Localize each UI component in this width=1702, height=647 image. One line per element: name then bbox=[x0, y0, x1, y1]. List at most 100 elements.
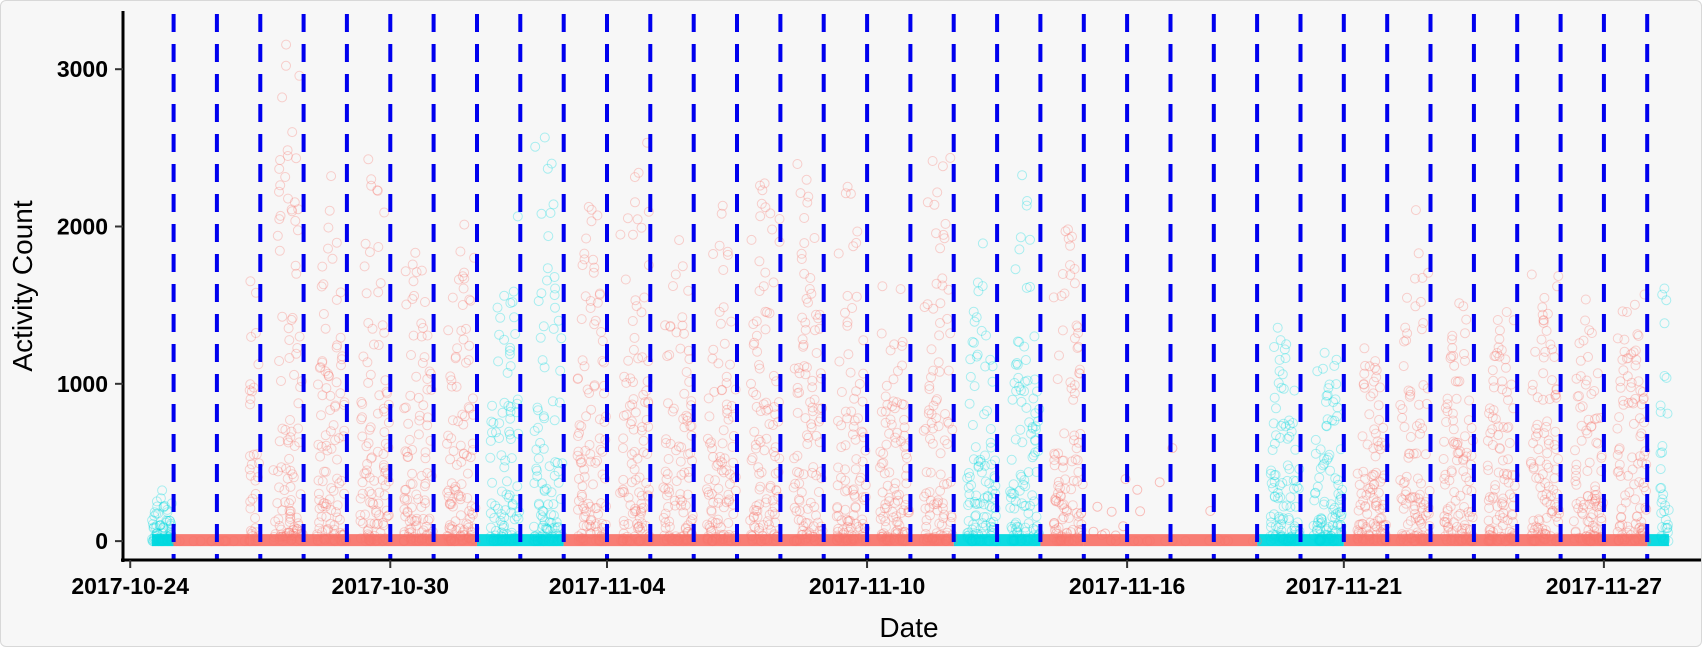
data-point bbox=[1268, 529, 1278, 540]
data-point bbox=[760, 202, 771, 213]
data-point bbox=[1484, 403, 1495, 414]
data-point bbox=[1376, 513, 1387, 524]
data-point bbox=[572, 450, 583, 461]
data-point bbox=[535, 536, 546, 547]
data-point bbox=[446, 375, 457, 386]
data-point bbox=[842, 514, 852, 525]
data-point bbox=[1576, 420, 1587, 431]
data-point bbox=[1330, 473, 1341, 484]
data-point bbox=[1067, 535, 1078, 546]
data-point bbox=[574, 473, 584, 484]
data-point bbox=[1442, 406, 1453, 417]
data-point bbox=[1504, 489, 1515, 500]
data-point bbox=[878, 457, 889, 468]
data-point bbox=[1053, 476, 1064, 487]
data-point bbox=[400, 484, 411, 495]
data-point bbox=[358, 518, 368, 529]
data-point bbox=[287, 312, 298, 323]
data-point bbox=[1009, 489, 1020, 500]
data-point bbox=[332, 500, 343, 511]
data-point bbox=[1588, 530, 1599, 541]
data-point bbox=[1285, 532, 1296, 543]
data-point bbox=[321, 511, 332, 522]
data-point bbox=[754, 468, 765, 479]
data-point bbox=[151, 531, 162, 542]
data-point bbox=[377, 474, 388, 485]
data-point bbox=[1060, 483, 1071, 494]
data-point bbox=[326, 535, 336, 546]
data-point bbox=[591, 535, 601, 546]
data-point bbox=[507, 535, 517, 546]
data-point bbox=[284, 498, 295, 509]
data-point bbox=[458, 419, 469, 430]
data-point bbox=[921, 467, 932, 478]
data-point bbox=[400, 266, 411, 277]
data-point bbox=[1634, 477, 1645, 488]
data-point bbox=[713, 497, 724, 508]
data-point bbox=[931, 535, 942, 546]
data-point bbox=[246, 331, 257, 342]
data-point bbox=[1461, 314, 1472, 325]
data-point bbox=[938, 531, 948, 542]
data-point bbox=[968, 306, 979, 317]
data-point bbox=[1374, 513, 1385, 524]
data-point bbox=[529, 536, 540, 547]
data-point bbox=[153, 536, 164, 547]
data-point bbox=[1016, 498, 1027, 509]
data-point bbox=[247, 531, 258, 541]
data-point bbox=[1583, 414, 1594, 425]
data-point bbox=[1493, 467, 1504, 478]
data-point bbox=[892, 427, 903, 438]
data-point bbox=[1569, 533, 1580, 544]
data-point bbox=[964, 398, 975, 409]
data-point bbox=[1357, 533, 1368, 544]
data-point bbox=[360, 238, 371, 249]
data-point bbox=[1323, 522, 1334, 533]
data-point bbox=[504, 429, 515, 440]
data-point bbox=[504, 426, 515, 437]
data-point bbox=[324, 494, 335, 505]
data-point bbox=[1615, 520, 1626, 531]
data-point bbox=[1266, 478, 1277, 489]
data-point bbox=[1308, 520, 1319, 531]
data-point bbox=[746, 234, 757, 245]
data-point bbox=[365, 531, 376, 542]
data-point bbox=[453, 489, 464, 500]
data-point bbox=[638, 502, 649, 513]
data-point bbox=[1362, 508, 1373, 519]
data-point bbox=[840, 486, 851, 497]
data-point bbox=[245, 394, 256, 405]
data-point bbox=[320, 535, 331, 546]
data-point bbox=[1410, 536, 1420, 546]
data-point bbox=[764, 519, 774, 530]
data-point bbox=[1547, 505, 1558, 516]
data-point bbox=[1322, 454, 1332, 465]
data-point bbox=[1591, 489, 1602, 500]
data-point bbox=[678, 507, 689, 518]
data-point bbox=[317, 527, 328, 538]
data-point bbox=[324, 205, 335, 216]
data-point bbox=[366, 489, 377, 499]
data-point bbox=[505, 533, 516, 544]
data-point bbox=[1466, 450, 1477, 461]
data-point bbox=[1447, 343, 1458, 353]
data-point bbox=[807, 531, 818, 542]
data-point bbox=[664, 531, 675, 542]
data-point bbox=[972, 277, 983, 288]
data-point bbox=[548, 323, 559, 334]
data-point bbox=[1277, 535, 1287, 546]
data-point bbox=[800, 317, 811, 328]
data-point bbox=[1634, 523, 1645, 534]
data-point bbox=[620, 274, 631, 285]
data-point bbox=[361, 468, 371, 479]
data-point bbox=[1049, 494, 1060, 505]
data-point bbox=[1619, 346, 1630, 357]
data-point bbox=[1027, 452, 1038, 463]
data-point bbox=[414, 533, 424, 544]
data-point bbox=[400, 485, 410, 495]
data-point bbox=[882, 480, 893, 491]
data-point bbox=[166, 518, 177, 529]
data-point bbox=[1452, 439, 1463, 450]
data-point bbox=[685, 421, 696, 432]
data-point bbox=[1023, 535, 1034, 546]
